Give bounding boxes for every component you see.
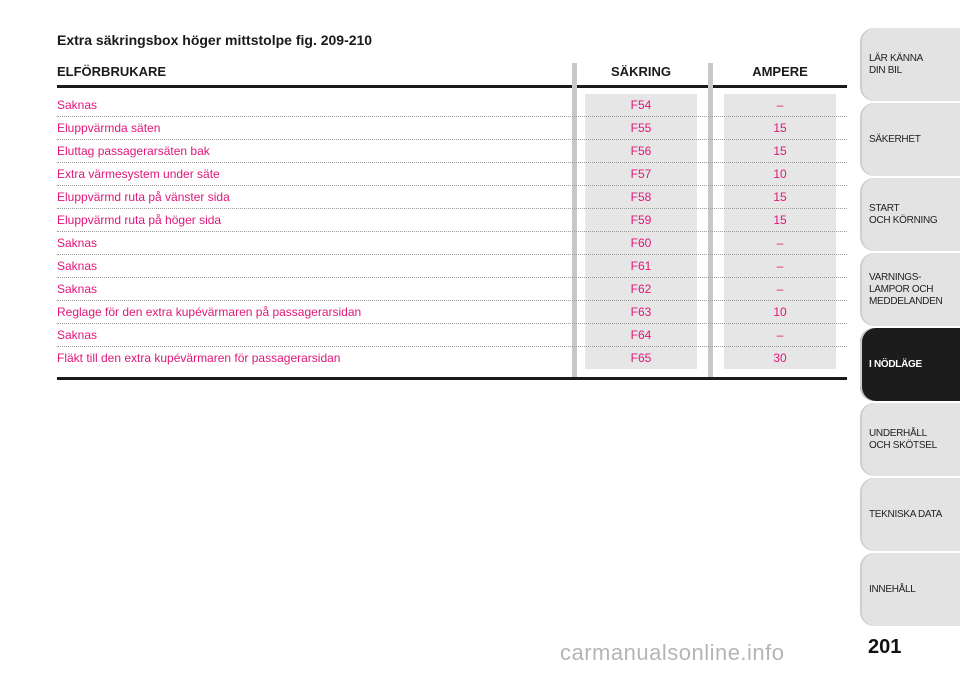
chapter-tab-label: TEKNISKA DATA (869, 508, 942, 520)
table-row: Saknas F54 – (57, 94, 847, 117)
table-row: Saknas F62 – (57, 278, 847, 301)
chapter-tab-label: LÄR KÄNNA DIN BIL (869, 52, 923, 76)
consumer-cell: Eluppvärmd ruta på vänster sida (57, 190, 230, 204)
table-row: Reglage för den extra kupévärmaren på pa… (57, 301, 847, 324)
table-row: Eluttag passagerarsäten bak F56 15 (57, 140, 847, 163)
ampere-cell: 15 (773, 213, 787, 227)
consumer-cell: Saknas (57, 98, 98, 112)
chapter-tab-label: VARNINGS- LAMPOR OCH MEDDELANDEN (869, 271, 943, 307)
column-separator (572, 63, 577, 378)
fuse-cell: F59 (630, 213, 652, 227)
fuse-cell: F61 (630, 259, 652, 273)
fuse-cell: F65 (630, 351, 652, 365)
fuse-cell: F64 (630, 328, 652, 342)
chapter-tab[interactable]: INNEHÅLL (860, 553, 960, 626)
ampere-cell: 10 (773, 305, 787, 319)
ampere-cell: 30 (773, 351, 787, 365)
chapter-tab[interactable]: SÄKERHET (860, 103, 960, 176)
consumer-cell: Reglage för den extra kupévärmaren på pa… (57, 305, 362, 319)
chapter-tab[interactable]: UNDERHÅLL OCH SKÖTSEL (860, 403, 960, 476)
fuse-cell: F62 (630, 282, 652, 296)
ampere-cell: – (776, 98, 784, 112)
page-title: Extra säkringsbox höger mittstolpe fig. … (57, 32, 373, 48)
fuse-cell: F60 (630, 236, 652, 250)
table-row: Eluppvärmda säten F55 15 (57, 117, 847, 140)
chapter-tabs: LÄR KÄNNA DIN BIL SÄKERHET START OCH KÖRNI… (860, 28, 960, 628)
table-row: Saknas F61 – (57, 255, 847, 278)
chapter-tab[interactable]: TEKNISKA DATA (860, 478, 960, 551)
chapter-tab-label: INNEHÅLL (869, 583, 916, 595)
ampere-cell: – (776, 282, 784, 296)
consumer-cell: Fläkt till den extra kupévärmaren för pa… (57, 351, 341, 365)
consumer-cell: Saknas (57, 328, 98, 342)
ampere-cell: – (776, 236, 784, 250)
column-separator (708, 63, 713, 378)
fuse-cell: F63 (630, 305, 652, 319)
watermark: carmanualsonline.info (560, 640, 785, 665)
table-top-rule (57, 85, 847, 88)
ampere-cell: – (776, 259, 784, 273)
chapter-tab-label: SÄKERHET (869, 133, 921, 145)
consumer-cell: Saknas (57, 236, 98, 250)
fuse-cell: F58 (630, 190, 652, 204)
consumer-cell: Saknas (57, 282, 98, 296)
chapter-tab[interactable]: VARNINGS- LAMPOR OCH MEDDELANDEN (860, 253, 960, 326)
page-number: 201 (868, 636, 902, 658)
consumer-cell: Saknas (57, 259, 98, 273)
fuse-table-body: Saknas F54– Eluppvärmda säten F55 15 Eluttag … (57, 94, 847, 370)
ampere-cell: 15 (773, 190, 787, 204)
chapter-tab-label: I NÖDLÄGE (869, 358, 922, 370)
consumer-cell: Eluppvärmd ruta på höger sida (57, 213, 222, 227)
header-fuse: SÄKRING (611, 64, 671, 79)
table-row: Fläkt till den extra kupévärmaren för pa… (57, 347, 847, 370)
ampere-cell: – (776, 328, 784, 342)
chapter-tab-label: START OCH KÖRNING (869, 202, 938, 226)
ampere-cell: 15 (773, 121, 787, 135)
table-header: ELFÖRBRUKARE SÄKRING AMPERE (57, 62, 847, 84)
table-bottom-rule (57, 377, 847, 380)
fuse-cell: F54 (630, 98, 652, 112)
table-row: Extra värmesystem under säte F57 10 (57, 163, 847, 186)
table-row: Eluppvärmd ruta på vänster sida F58 15 (57, 186, 847, 209)
table-row: Eluppvärmd ruta på höger sida F59 15 (57, 209, 847, 232)
fuse-cell: F56 (630, 144, 652, 158)
header-consumer: ELFÖRBRUKARE (57, 64, 167, 79)
chapter-tab[interactable]: LÄR KÄNNA DIN BIL (860, 28, 960, 101)
table-row: Saknas F60 – (57, 232, 847, 255)
ampere-cell: 10 (773, 167, 787, 181)
chapter-tab[interactable]: I NÖDLÄGE (860, 328, 960, 401)
chapter-tab[interactable]: START OCH KÖRNING (860, 178, 960, 251)
consumer-cell: Eluppvärmda säten (57, 121, 161, 135)
consumer-cell: Eluttag passagerarsäten bak (57, 144, 210, 158)
consumer-cell: Extra värmesystem under säte (57, 167, 220, 181)
fuse-cell: F55 (630, 121, 652, 135)
header-ampere: AMPERE (752, 64, 808, 79)
fuse-cell: F57 (630, 167, 652, 181)
chapter-tab-label: UNDERHÅLL OCH SKÖTSEL (869, 427, 937, 451)
ampere-cell: 15 (773, 144, 787, 158)
table-row: Saknas F64 – (57, 324, 847, 347)
